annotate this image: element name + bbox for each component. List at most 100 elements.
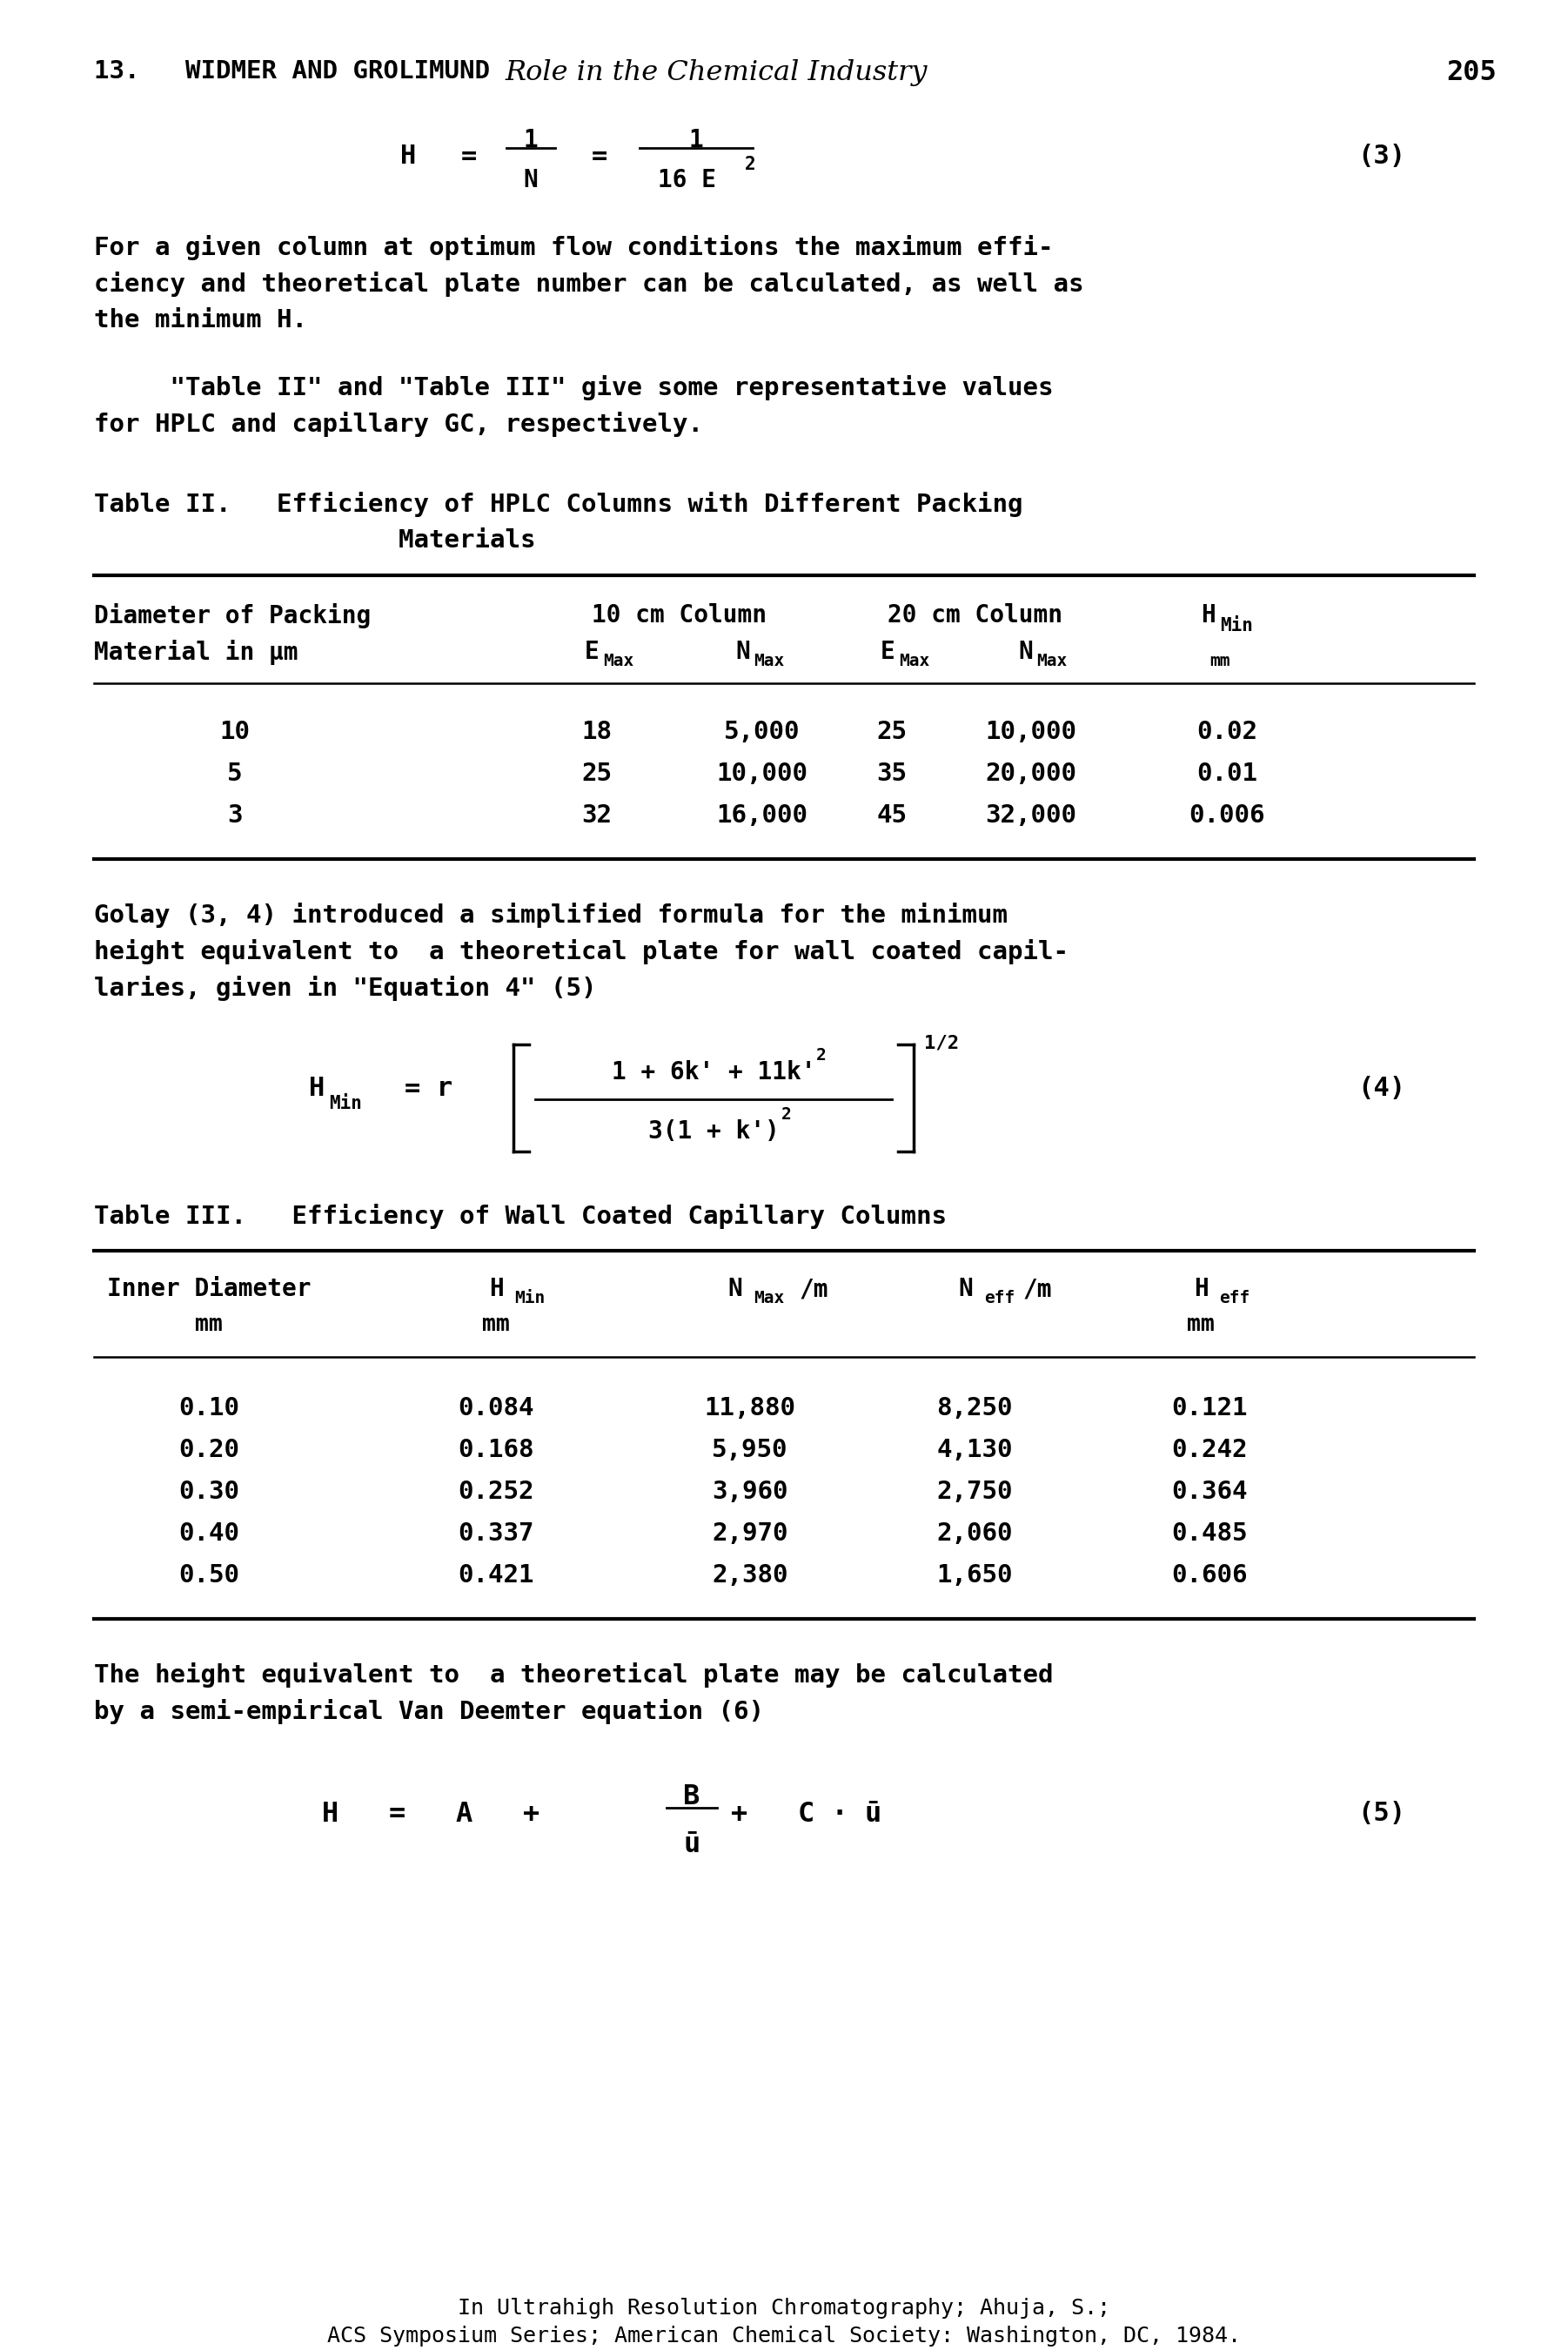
Text: 0.242: 0.242 xyxy=(1171,1438,1248,1462)
Text: H: H xyxy=(489,1276,503,1302)
Text: (5): (5) xyxy=(1358,1800,1405,1826)
Text: N: N xyxy=(958,1276,974,1302)
Text: 2,060: 2,060 xyxy=(936,1520,1013,1546)
Text: H: H xyxy=(1193,1276,1207,1302)
Text: mm: mm xyxy=(1187,1314,1215,1337)
Text: 20 cm Column: 20 cm Column xyxy=(887,604,1063,627)
Text: =: = xyxy=(591,143,608,169)
Text: mm: mm xyxy=(483,1314,510,1337)
Text: 0.084: 0.084 xyxy=(458,1396,535,1419)
Text: 25: 25 xyxy=(877,719,908,745)
Text: Role in the Chemical Industry: Role in the Chemical Industry xyxy=(505,59,927,87)
Text: 13.   WIDMER AND GROLIMUND: 13. WIDMER AND GROLIMUND xyxy=(94,59,489,85)
Text: 205: 205 xyxy=(1446,59,1496,87)
Text: H: H xyxy=(309,1076,325,1102)
Text: 0.121: 0.121 xyxy=(1171,1396,1248,1419)
Text: the minimum H.: the minimum H. xyxy=(94,308,307,331)
Text: eff: eff xyxy=(985,1290,1014,1307)
Text: laries, given in "Equation 4" (5): laries, given in "Equation 4" (5) xyxy=(94,975,596,1001)
Text: Material in μm: Material in μm xyxy=(94,639,298,665)
Text: 32,000: 32,000 xyxy=(985,804,1077,827)
Text: ciency and theoretical plate number can be calculated, as well as: ciency and theoretical plate number can … xyxy=(94,273,1083,296)
Text: 0.421: 0.421 xyxy=(458,1563,535,1589)
Text: 10,000: 10,000 xyxy=(717,761,808,785)
Text: Min: Min xyxy=(1220,618,1253,634)
Text: /m: /m xyxy=(798,1276,828,1302)
Text: 1/2: 1/2 xyxy=(924,1034,960,1050)
Text: Min: Min xyxy=(329,1095,362,1112)
Text: B: B xyxy=(684,1784,701,1810)
Text: 0.10: 0.10 xyxy=(179,1396,240,1419)
Text: "Table II" and "Table III" give some representative values: "Table II" and "Table III" give some rep… xyxy=(94,376,1054,400)
Text: 35: 35 xyxy=(877,761,908,785)
Text: Max: Max xyxy=(754,1290,784,1307)
Text: N: N xyxy=(1018,639,1033,665)
Text: 20,000: 20,000 xyxy=(985,761,1077,785)
Text: 0.30: 0.30 xyxy=(179,1480,240,1504)
Text: 0.50: 0.50 xyxy=(179,1563,240,1589)
Text: Table II.   Efficiency of HPLC Columns with Different Packing: Table II. Efficiency of HPLC Columns wit… xyxy=(94,491,1022,517)
Text: by a semi-empirical Van Deemter equation (6): by a semi-empirical Van Deemter equation… xyxy=(94,1699,764,1725)
Text: =: = xyxy=(461,143,477,169)
Text: Min: Min xyxy=(514,1290,546,1307)
Text: 5: 5 xyxy=(227,761,243,785)
Text: Inner Diameter: Inner Diameter xyxy=(107,1276,310,1302)
Text: The height equivalent to  a theoretical plate may be calculated: The height equivalent to a theoretical p… xyxy=(94,1661,1054,1687)
Text: N: N xyxy=(728,1276,743,1302)
Text: 10,000: 10,000 xyxy=(985,719,1077,745)
Text: N: N xyxy=(735,639,750,665)
Text: 2: 2 xyxy=(817,1048,826,1065)
Text: H   =   A   +: H = A + xyxy=(321,1800,539,1828)
Text: 45: 45 xyxy=(877,804,908,827)
Text: Max: Max xyxy=(754,653,784,670)
Text: 8,250: 8,250 xyxy=(936,1396,1013,1419)
Text: 11,880: 11,880 xyxy=(704,1396,795,1419)
Text: 0.02: 0.02 xyxy=(1196,719,1258,745)
Text: 5,950: 5,950 xyxy=(712,1438,789,1462)
Text: E: E xyxy=(881,639,895,665)
Text: Max: Max xyxy=(1036,653,1066,670)
Text: 2: 2 xyxy=(781,1107,792,1123)
Text: 1: 1 xyxy=(688,127,704,153)
Text: 1: 1 xyxy=(524,127,538,153)
Text: 0.606: 0.606 xyxy=(1171,1563,1248,1589)
Text: Max: Max xyxy=(898,653,930,670)
Text: ū: ū xyxy=(684,1831,701,1859)
Text: 0.485: 0.485 xyxy=(1171,1520,1248,1546)
Text: height equivalent to  a theoretical plate for wall coated capil-: height equivalent to a theoretical plate… xyxy=(94,940,1068,963)
Text: eff: eff xyxy=(1218,1290,1250,1307)
Text: 1,650: 1,650 xyxy=(936,1563,1013,1589)
Text: for HPLC and capillary GC, respectively.: for HPLC and capillary GC, respectively. xyxy=(94,411,702,437)
Text: 10 cm Column: 10 cm Column xyxy=(591,604,767,627)
Text: /m: /m xyxy=(1022,1276,1052,1302)
Text: 2: 2 xyxy=(745,155,756,174)
Text: For a given column at optimum flow conditions the maximum effi-: For a given column at optimum flow condi… xyxy=(94,235,1054,261)
Text: 5,000: 5,000 xyxy=(724,719,800,745)
Text: (3): (3) xyxy=(1358,143,1405,169)
Text: 3: 3 xyxy=(227,804,243,827)
Text: E: E xyxy=(585,639,599,665)
Text: 2,970: 2,970 xyxy=(712,1520,789,1546)
Text: H: H xyxy=(400,143,416,169)
Text: 0.20: 0.20 xyxy=(179,1438,240,1462)
Text: 0.01: 0.01 xyxy=(1196,761,1258,785)
Text: ACS Symposium Series; American Chemical Society: Washington, DC, 1984.: ACS Symposium Series; American Chemical … xyxy=(328,2326,1240,2348)
Text: N: N xyxy=(524,167,538,193)
Text: mm: mm xyxy=(194,1314,223,1337)
Text: 0.364: 0.364 xyxy=(1171,1480,1248,1504)
Text: Materials: Materials xyxy=(94,529,536,552)
Text: mm: mm xyxy=(1209,653,1229,670)
Text: 4,130: 4,130 xyxy=(936,1438,1013,1462)
Text: 32: 32 xyxy=(582,804,612,827)
Text: 16,000: 16,000 xyxy=(717,804,808,827)
Text: In Ultrahigh Resolution Chromatography; Ahuja, S.;: In Ultrahigh Resolution Chromatography; … xyxy=(458,2298,1110,2319)
Text: Diameter of Packing: Diameter of Packing xyxy=(94,604,372,627)
Text: 0.168: 0.168 xyxy=(458,1438,535,1462)
Text: Golay (3, 4) introduced a simplified formula for the minimum: Golay (3, 4) introduced a simplified for… xyxy=(94,902,1008,928)
Text: 0.40: 0.40 xyxy=(179,1520,240,1546)
Text: 18: 18 xyxy=(582,719,612,745)
Text: (4): (4) xyxy=(1358,1076,1405,1102)
Text: Table III.   Efficiency of Wall Coated Capillary Columns: Table III. Efficiency of Wall Coated Cap… xyxy=(94,1203,947,1229)
Text: 3,960: 3,960 xyxy=(712,1480,789,1504)
Text: Max: Max xyxy=(604,653,633,670)
